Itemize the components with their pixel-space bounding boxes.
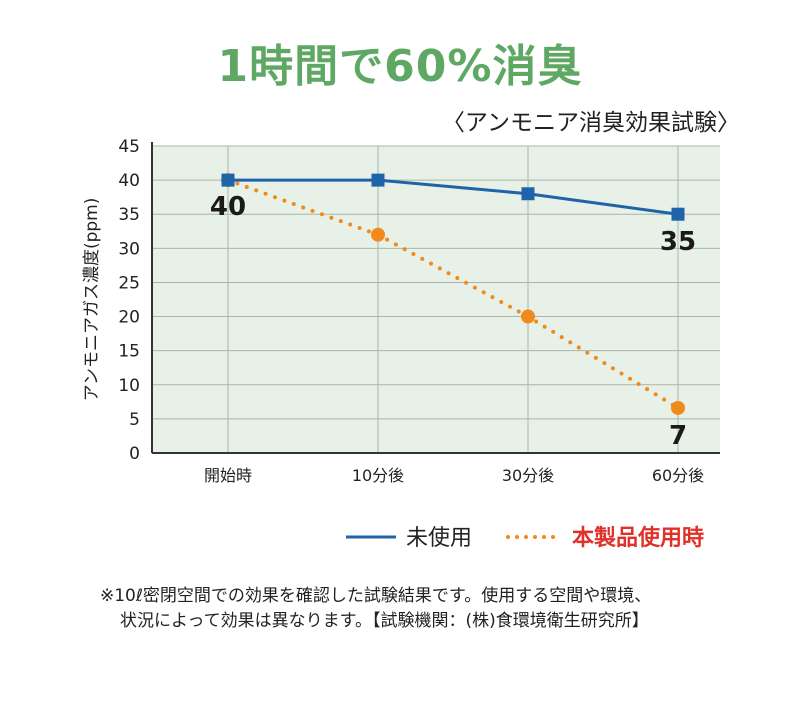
y-tick-label: 35 <box>118 205 140 225</box>
data-point-unused <box>221 173 235 187</box>
headline: 1時間で60%消臭 <box>217 41 583 92</box>
y-tick-label: 0 <box>129 444 140 464</box>
data-point-product <box>521 309 535 324</box>
plot-background <box>152 146 720 453</box>
legend-label-unused: 未使用 <box>406 526 472 551</box>
footnote-line-2: 状況によって効果は異なります。【試験機関：(株)食環境衛生研究所】 <box>120 611 649 631</box>
y-tick-label: 45 <box>118 137 140 157</box>
y-tick-label: 5 <box>129 410 140 430</box>
y-tick-label: 15 <box>118 342 140 362</box>
y-tick-label: 10 <box>118 376 140 396</box>
footnote: ※10ℓ密閉空間での効果を確認した試験結果です。使用する空間や環境、 状況によっ… <box>100 584 760 634</box>
y-tick-label: 40 <box>118 171 140 191</box>
series-line-unused <box>228 178 679 216</box>
x-tick-label: 開始時 <box>204 466 252 485</box>
series-line-product <box>226 178 680 410</box>
legend-label-product: 本製品使用時 <box>572 525 704 551</box>
data-point-unused <box>671 207 685 221</box>
data-label: 7 <box>669 421 687 451</box>
x-tick-label: 30分後 <box>502 466 554 485</box>
y-axis-label: アンモニアガス濃度(ppm) <box>82 198 102 402</box>
data-label: 40 <box>210 192 246 222</box>
y-tick-label: 20 <box>118 308 140 328</box>
data-point-unused <box>521 187 535 201</box>
x-tick-label: 10分後 <box>352 466 404 485</box>
data-point-unused <box>371 173 385 187</box>
data-point-product <box>371 227 385 242</box>
y-tick-label: 25 <box>118 273 140 293</box>
chart-title: 〈アンモニア消臭効果試験〉 <box>441 110 740 136</box>
y-tick-label: 30 <box>118 239 140 259</box>
data-label: 35 <box>660 227 696 257</box>
x-tick-label: 60分後 <box>652 466 704 485</box>
footnote-line-1: ※10ℓ密閉空間での効果を確認した試験結果です。使用する空間や環境、 <box>100 586 652 606</box>
data-point-product <box>671 400 685 415</box>
